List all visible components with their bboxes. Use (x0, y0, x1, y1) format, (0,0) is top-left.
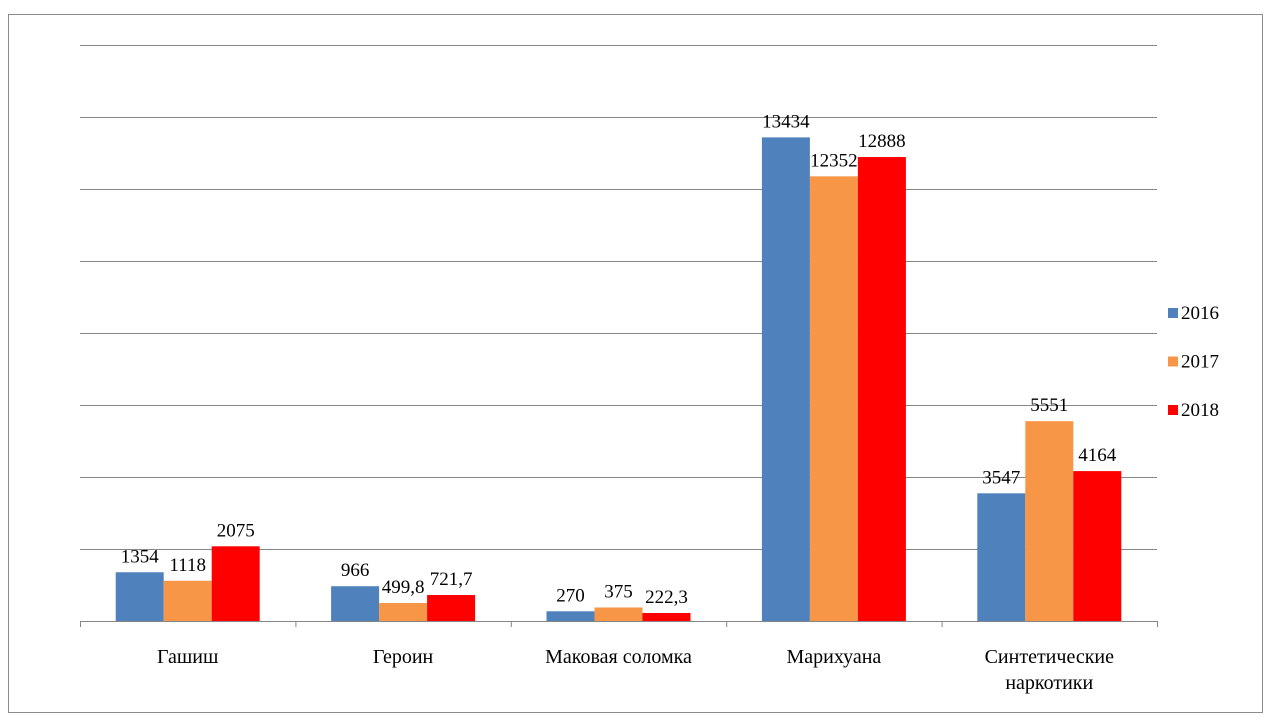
data-label: 2075 (217, 520, 255, 541)
legend-label: 2017 (1181, 352, 1219, 373)
data-label: 222,3 (645, 587, 688, 608)
data-label: 12352 (810, 150, 858, 171)
data-label: 12888 (858, 131, 906, 152)
bar (163, 580, 212, 621)
bar (211, 546, 260, 621)
data-label: 499,8 (382, 577, 425, 598)
data-label: 966 (341, 560, 370, 581)
data-label: 1354 (121, 546, 160, 567)
x-tick-label: Гашиш (156, 646, 219, 668)
data-label: 1118 (169, 555, 206, 576)
bar (331, 586, 380, 621)
legend-label: 2018 (1181, 400, 1219, 421)
data-label: 13434 (762, 111, 810, 132)
x-tick-label: Марихуана (786, 646, 882, 668)
x-tick-label: Маковая соломка (545, 646, 692, 668)
bar (594, 607, 643, 621)
legend-swatch (1168, 405, 1178, 415)
data-label: 5551 (1030, 395, 1068, 416)
bar (809, 176, 858, 621)
legend-swatch (1168, 308, 1178, 318)
bar (1073, 471, 1122, 621)
x-tick-label: Синтетические наркотики (984, 646, 1114, 694)
bar (761, 137, 810, 621)
bar (427, 595, 476, 621)
bar (977, 493, 1026, 621)
data-label: 270 (556, 585, 585, 606)
data-label: 4164 (1078, 445, 1117, 466)
bar (642, 612, 691, 621)
data-label: 3547 (982, 467, 1020, 488)
bar (546, 611, 595, 621)
bar (1025, 421, 1074, 621)
legend-label: 2016 (1181, 303, 1219, 324)
bar (857, 157, 906, 622)
data-label: 375 (604, 582, 633, 603)
data-label: 721,7 (430, 569, 473, 590)
legend-swatch (1168, 356, 1178, 367)
x-tick-label: Героин (372, 646, 434, 668)
bar (115, 572, 164, 621)
bar (379, 603, 428, 621)
